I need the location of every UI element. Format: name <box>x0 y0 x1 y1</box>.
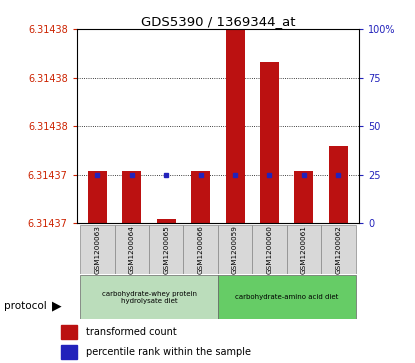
FancyBboxPatch shape <box>183 225 218 274</box>
Text: ▶: ▶ <box>52 299 61 312</box>
FancyBboxPatch shape <box>252 225 287 274</box>
Text: protocol: protocol <box>4 301 47 311</box>
Text: carbohydrate-whey protein
hydrolysate diet: carbohydrate-whey protein hydrolysate di… <box>102 291 197 304</box>
FancyBboxPatch shape <box>218 225 252 274</box>
Bar <box>122 171 141 223</box>
Text: GSM1200064: GSM1200064 <box>129 225 135 274</box>
Bar <box>260 62 279 223</box>
Text: GSM1200062: GSM1200062 <box>335 225 341 274</box>
Text: GSM1200065: GSM1200065 <box>163 225 169 274</box>
FancyBboxPatch shape <box>149 225 183 274</box>
Bar <box>88 171 107 223</box>
Title: GDS5390 / 1369344_at: GDS5390 / 1369344_at <box>141 15 295 28</box>
Bar <box>191 171 210 223</box>
Bar <box>61 346 77 359</box>
Text: percentile rank within the sample: percentile rank within the sample <box>86 347 251 357</box>
Bar <box>329 146 348 223</box>
FancyBboxPatch shape <box>80 225 115 274</box>
Bar <box>295 171 313 223</box>
Text: transformed count: transformed count <box>86 327 176 337</box>
Text: GSM1200059: GSM1200059 <box>232 225 238 274</box>
Bar <box>226 29 244 223</box>
Text: GSM1200063: GSM1200063 <box>95 225 100 274</box>
Text: GSM1200066: GSM1200066 <box>198 225 204 274</box>
Text: carbohydrate-amino acid diet: carbohydrate-amino acid diet <box>235 294 338 300</box>
FancyBboxPatch shape <box>287 225 321 274</box>
FancyBboxPatch shape <box>321 225 356 274</box>
Text: GSM1200061: GSM1200061 <box>301 225 307 274</box>
FancyBboxPatch shape <box>80 275 218 319</box>
FancyBboxPatch shape <box>218 275 356 319</box>
Bar <box>157 219 176 223</box>
FancyBboxPatch shape <box>115 225 149 274</box>
Text: GSM1200060: GSM1200060 <box>266 225 273 274</box>
Bar <box>61 325 77 339</box>
